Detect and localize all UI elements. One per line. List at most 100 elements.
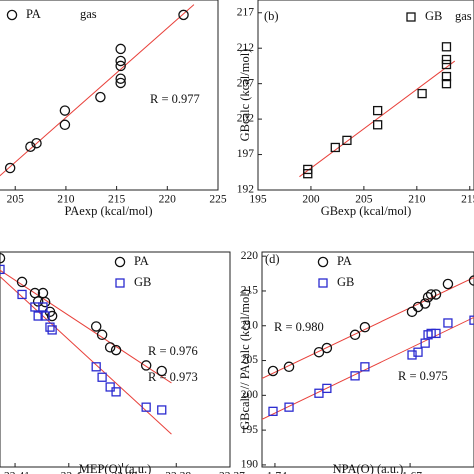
square-marker xyxy=(17,289,27,300)
legend-note: gas xyxy=(80,7,97,21)
x-axis-label: PAexp (kcal/mol) xyxy=(64,204,152,218)
annotation: R = 0.973 xyxy=(148,370,198,384)
square-marker xyxy=(417,88,427,99)
legend-label: PA xyxy=(134,254,149,268)
circle-marker xyxy=(359,321,371,333)
y-tick-label: 212 xyxy=(237,42,255,54)
circle-marker xyxy=(115,55,126,67)
legend-label: GB xyxy=(425,9,442,23)
circle-marker xyxy=(96,329,108,341)
x-tick-label: 205 xyxy=(7,194,25,206)
x-tick-label: 210 xyxy=(57,194,75,206)
square-marker xyxy=(441,42,452,52)
circle-marker xyxy=(115,60,126,72)
panel-label: (d) xyxy=(265,252,280,266)
square-marker xyxy=(111,387,121,397)
plot-frame xyxy=(0,0,219,191)
x-tick-label: 220 xyxy=(159,194,177,206)
circle-marker xyxy=(114,256,126,268)
circle-marker xyxy=(115,77,126,89)
x-axis-label: NPA(O) (a.u.) xyxy=(333,462,404,474)
square-marker xyxy=(47,325,57,335)
x-tick-label: -1.74 xyxy=(263,471,287,474)
y-tick-label: 202 xyxy=(237,113,255,125)
y-tick-label: 205 xyxy=(241,354,259,366)
circle-marker xyxy=(59,105,71,116)
fit-line xyxy=(262,276,474,379)
x-axis-label: MEP(O) (a.u.) xyxy=(79,462,152,474)
square-marker xyxy=(441,59,452,70)
circle-marker xyxy=(39,296,51,308)
annotation: R = 0.976 xyxy=(148,344,198,358)
fit-line xyxy=(0,269,172,384)
x-tick-label: 195 xyxy=(249,194,267,206)
square-marker xyxy=(360,362,370,372)
circle-marker xyxy=(115,73,126,84)
square-marker xyxy=(322,383,332,394)
y-tick-label: 197 xyxy=(237,148,255,160)
x-tick-label: 200 xyxy=(302,194,320,206)
square-marker xyxy=(91,362,101,372)
y-axis-label: GBcalc (kcal/mol) xyxy=(238,49,252,142)
square-marker xyxy=(33,311,43,321)
plot-area xyxy=(262,275,474,420)
circle-marker xyxy=(95,91,106,103)
circle-marker xyxy=(90,321,102,332)
circle-marker xyxy=(406,306,418,318)
square-marker xyxy=(303,169,313,179)
square-marker xyxy=(38,302,48,312)
circle-marker xyxy=(4,162,16,174)
circle-marker xyxy=(425,289,437,300)
circle-marker xyxy=(321,342,333,354)
y-tick-label: 210 xyxy=(241,319,259,331)
square-marker xyxy=(342,135,352,146)
x-tick-label: -1.67 xyxy=(398,471,422,474)
square-marker xyxy=(115,278,125,288)
panel: -22.41 -22.4 -22.39 -22.38 -22.37 PA GB R = 0.9… xyxy=(0,251,245,474)
legend-label: PA xyxy=(337,254,352,268)
y-axis-label: GBcalc // PAcalc (kcal/mol) xyxy=(238,289,252,430)
square-marker xyxy=(268,406,278,416)
x-tick-label: -22.4 xyxy=(57,471,81,474)
square-marker xyxy=(372,105,383,116)
square-marker xyxy=(45,322,55,332)
annotation: R = 0.980 xyxy=(274,320,324,334)
square-marker xyxy=(431,328,441,339)
annotation: R = 0.975 xyxy=(398,369,448,383)
fit-line xyxy=(262,316,474,420)
circle-marker xyxy=(317,256,329,268)
square-marker xyxy=(40,311,50,321)
circle-marker xyxy=(115,43,126,55)
square-marker xyxy=(0,264,5,275)
circle-marker xyxy=(140,360,152,371)
plot-frame xyxy=(261,251,474,468)
y-tick-label: 190 xyxy=(241,459,259,471)
square-marker xyxy=(350,371,360,381)
square-marker xyxy=(406,12,416,22)
y-tick-label: 207 xyxy=(237,77,255,89)
square-marker xyxy=(330,142,340,153)
y-tick-label: 215 xyxy=(241,285,259,297)
square-marker xyxy=(441,54,452,65)
circle-marker xyxy=(104,342,116,353)
fit-line xyxy=(0,275,172,435)
x-tick-label: 210 xyxy=(408,194,426,206)
circle-marker xyxy=(46,310,58,322)
y-tick-label: 192 xyxy=(237,184,255,196)
x-tick-label: -22.37 xyxy=(215,471,245,474)
square-marker xyxy=(318,278,328,288)
legend-note: gas xyxy=(455,9,472,23)
square-marker xyxy=(407,350,417,360)
y-tick-label: 217 xyxy=(237,6,255,18)
square-marker xyxy=(314,388,324,398)
x-axis-label: GBexp (kcal/mol) xyxy=(321,204,412,218)
circle-marker xyxy=(110,344,122,356)
circle-marker xyxy=(31,137,42,149)
square-marker xyxy=(426,328,436,339)
plot-frame xyxy=(0,251,231,468)
circle-marker xyxy=(349,329,361,341)
legend-label: GB xyxy=(337,275,354,289)
circle-marker xyxy=(430,289,442,300)
panel: -1.74 -1.67 190 195 200 205 210 215 220 PA GB (d) R … xyxy=(238,250,474,474)
